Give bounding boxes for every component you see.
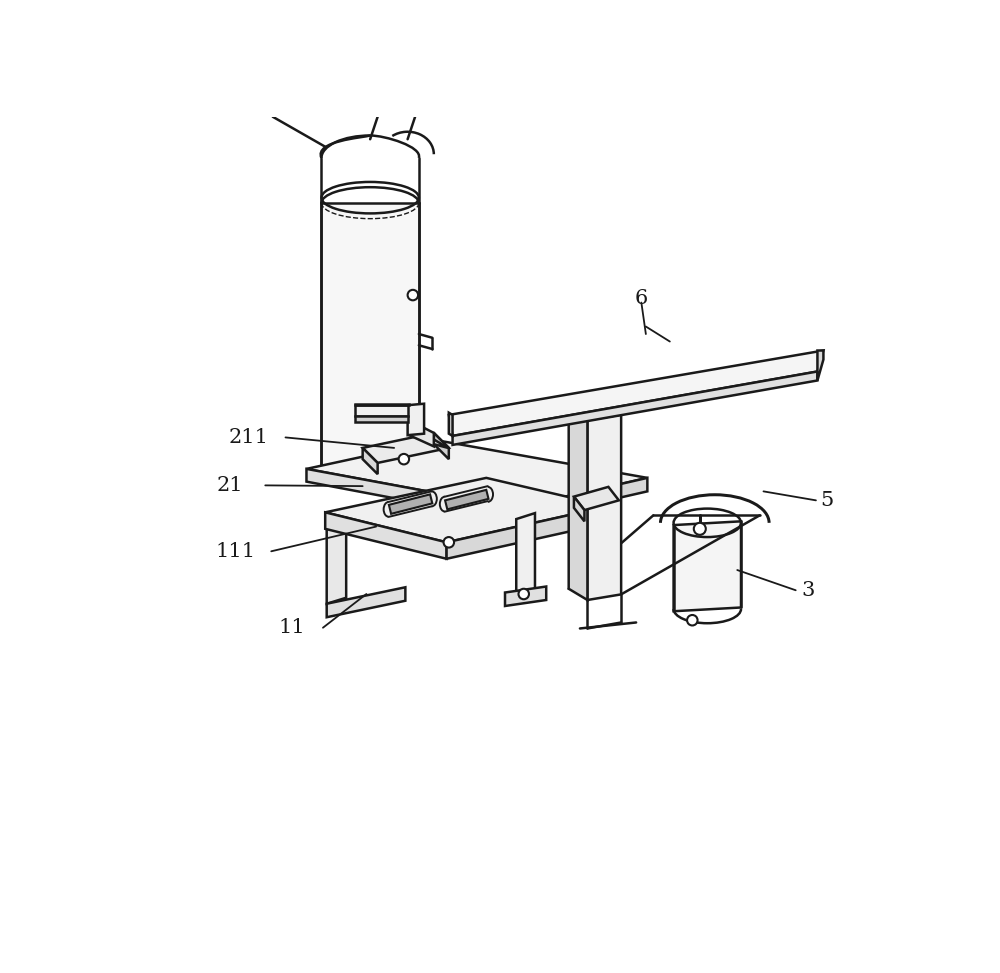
Polygon shape [505, 587, 546, 606]
Polygon shape [363, 448, 378, 474]
Text: 111: 111 [215, 542, 255, 560]
Polygon shape [449, 413, 453, 436]
Polygon shape [569, 409, 587, 600]
Polygon shape [453, 372, 817, 445]
Polygon shape [327, 588, 405, 617]
Text: 3: 3 [802, 581, 815, 599]
Polygon shape [447, 506, 608, 559]
Polygon shape [817, 350, 823, 380]
Polygon shape [408, 404, 424, 435]
Text: 21: 21 [217, 476, 243, 495]
Polygon shape [574, 496, 584, 522]
Polygon shape [389, 494, 432, 514]
Polygon shape [569, 404, 621, 420]
Polygon shape [325, 478, 608, 542]
Polygon shape [587, 414, 621, 600]
Polygon shape [449, 350, 823, 436]
Text: 211: 211 [229, 428, 269, 447]
Polygon shape [355, 416, 408, 421]
Polygon shape [434, 433, 449, 459]
Text: 5: 5 [821, 490, 834, 510]
Polygon shape [674, 522, 741, 611]
Polygon shape [321, 203, 419, 465]
Polygon shape [306, 469, 516, 522]
Polygon shape [516, 478, 647, 522]
Polygon shape [516, 513, 535, 596]
Polygon shape [424, 433, 448, 448]
Text: 11: 11 [278, 618, 305, 637]
Polygon shape [363, 433, 449, 463]
Circle shape [408, 290, 418, 301]
Circle shape [687, 615, 698, 626]
Polygon shape [327, 520, 350, 529]
Polygon shape [327, 523, 346, 603]
Polygon shape [325, 513, 447, 559]
Polygon shape [574, 486, 619, 510]
Text: 6: 6 [635, 289, 648, 307]
Polygon shape [409, 420, 434, 447]
Circle shape [399, 453, 409, 464]
Polygon shape [306, 441, 647, 508]
Polygon shape [445, 489, 489, 509]
Polygon shape [355, 405, 408, 416]
Circle shape [444, 537, 454, 548]
Circle shape [694, 523, 706, 535]
Circle shape [518, 589, 529, 599]
Polygon shape [355, 404, 409, 405]
